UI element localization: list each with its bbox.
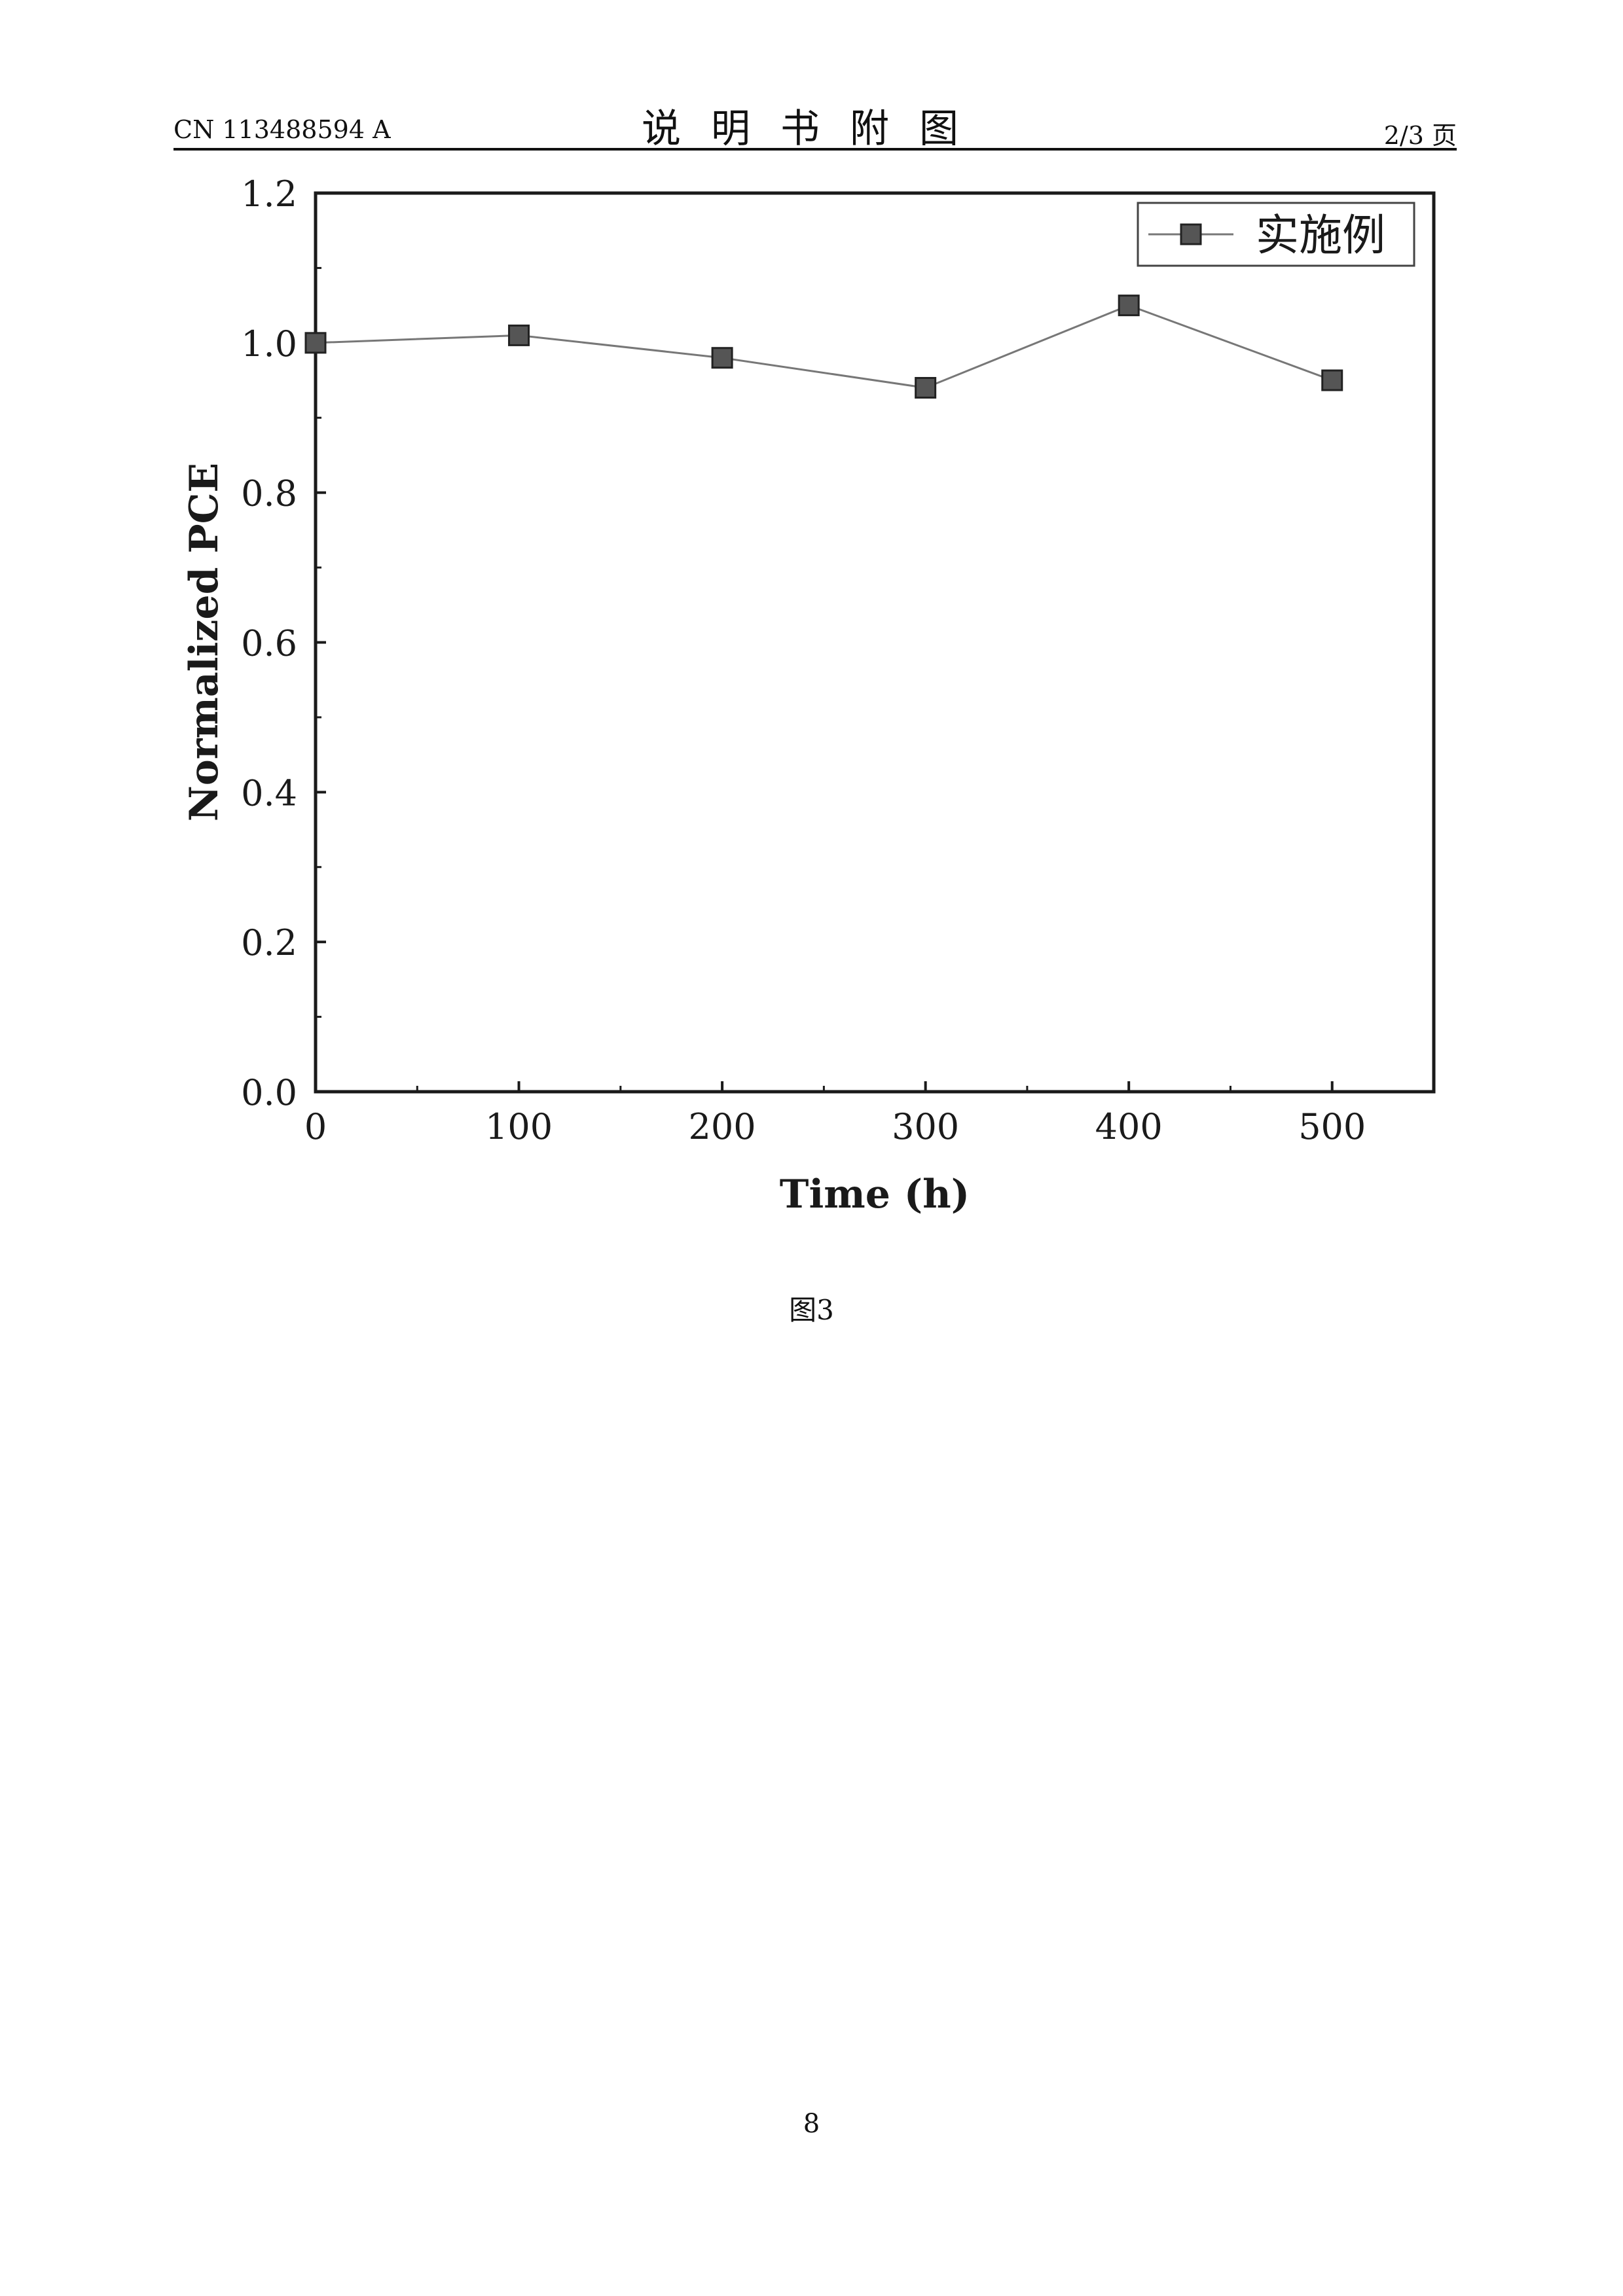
x-axis: 0 100 200 300 400 500	[304, 1081, 1366, 1147]
x-tick-label: 200	[689, 1106, 756, 1147]
y-tick-label: 0.0	[241, 1072, 297, 1113]
legend-label: 实施例	[1256, 210, 1385, 260]
x-tick-label: 500	[1298, 1106, 1366, 1147]
page-header: CN 113488594 A 说明书附图 2/3 页	[173, 92, 1457, 152]
data-point	[915, 376, 937, 399]
x-tick-label: 100	[485, 1106, 553, 1147]
data-point	[304, 332, 327, 354]
y-tick-label: 1.0	[241, 323, 297, 365]
x-tick-label: 0	[304, 1106, 327, 1147]
page-number: 8	[803, 2109, 820, 2139]
data-point	[1321, 369, 1343, 391]
y-tick-label: 0.4	[241, 772, 297, 814]
plot-frame	[314, 191, 1436, 1094]
series-line	[315, 304, 1333, 389]
x-axis-label: Time (h)	[780, 1172, 970, 1217]
section-title: 说明书附图	[642, 106, 989, 152]
pce-stability-chart: 0.0 0.2 0.4 0.6 0.8 1.0 1.2 0 100 200 300 400 500 N…	[181, 173, 1436, 1217]
legend-marker	[1180, 223, 1202, 245]
y-axis-label: Normalized PCE	[181, 463, 227, 821]
series-layer	[304, 295, 1343, 399]
header-divider	[173, 148, 1457, 151]
data-point	[508, 324, 530, 346]
x-tick-label: 400	[1095, 1106, 1163, 1147]
patent-number: CN 113488594 A	[173, 115, 391, 144]
figure-caption: 图3	[789, 1294, 834, 1326]
x-tick-label: 300	[892, 1106, 959, 1147]
y-tick-label: 1.2	[241, 173, 297, 215]
y-axis: 0.0 0.2 0.4 0.6 0.8 1.0 1.2	[241, 173, 326, 1113]
data-point	[1118, 295, 1140, 317]
page-indicator: 2/3 页	[1383, 121, 1457, 150]
y-tick-label: 0.2	[241, 922, 297, 963]
data-point	[711, 347, 733, 369]
y-tick-label: 0.8	[241, 473, 297, 514]
legend: 实施例	[1137, 202, 1415, 267]
y-tick-label: 0.6	[241, 623, 297, 664]
